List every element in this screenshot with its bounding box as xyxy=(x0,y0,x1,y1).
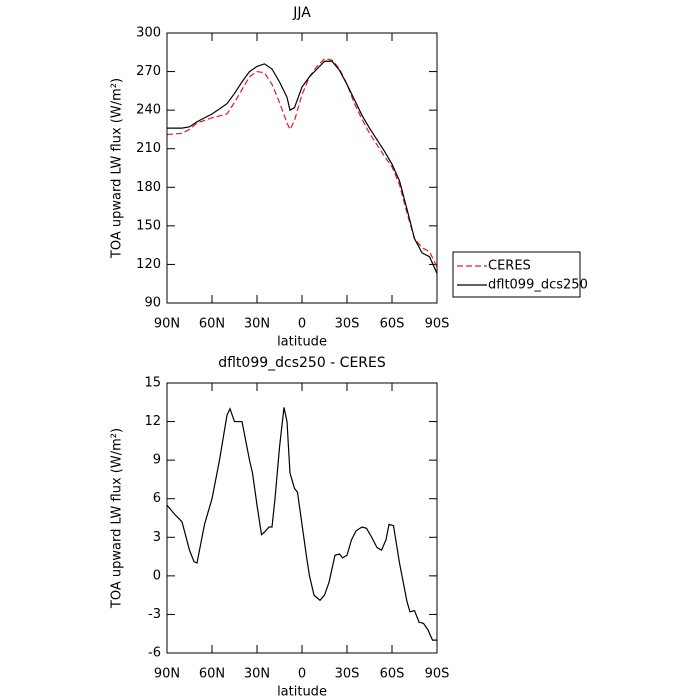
x-tick-label: 90N xyxy=(154,317,180,332)
y-axis-label: TOA upward LW flux (W/m²) xyxy=(110,78,125,259)
y-tick-label: 15 xyxy=(144,376,161,391)
y-tick-label: 300 xyxy=(136,26,161,41)
y-tick-label: 9 xyxy=(153,453,161,468)
y-tick-label: 210 xyxy=(136,141,161,156)
y-tick-label: 150 xyxy=(136,218,161,233)
plot-frame xyxy=(166,382,438,654)
plot-frame xyxy=(166,32,438,304)
y-tick-label: -3 xyxy=(148,607,161,622)
x-axis-label: latitude xyxy=(277,685,327,700)
x-tick-label: 30S xyxy=(335,667,360,682)
y-tick-label: 240 xyxy=(136,103,161,118)
chart-title: dflt099_dcs250 - CERES xyxy=(218,355,386,371)
y-tick-label: -6 xyxy=(148,646,161,661)
line-series xyxy=(166,407,437,641)
chart-title: JJA xyxy=(292,5,311,21)
legend-label: dflt099_dcs250 xyxy=(488,278,588,293)
x-tick-label: 60S xyxy=(380,667,405,682)
x-tick-label: 60N xyxy=(199,317,225,332)
legend-label: CERES xyxy=(488,259,531,274)
x-tick-label: 90S xyxy=(425,317,450,332)
y-tick-label: 270 xyxy=(136,64,161,79)
x-tick-label: 60N xyxy=(199,667,225,682)
x-tick-label: 60S xyxy=(380,317,405,332)
y-tick-label: 3 xyxy=(153,530,161,545)
x-tick-label: 90N xyxy=(154,667,180,682)
x-tick-label: 90S xyxy=(425,667,450,682)
x-axis-label: latitude xyxy=(277,335,327,350)
y-tick-label: 180 xyxy=(136,180,161,195)
y-tick-label: 120 xyxy=(136,257,161,272)
line-series xyxy=(166,58,438,268)
line-series xyxy=(167,60,438,274)
x-tick-label: 30N xyxy=(244,317,270,332)
y-tick-label: 90 xyxy=(144,296,161,311)
y-tick-label: 6 xyxy=(153,491,161,506)
y-tick-label: 0 xyxy=(153,568,161,583)
x-tick-label: 0 xyxy=(298,317,306,332)
x-tick-label: 30N xyxy=(244,667,270,682)
x-tick-label: 30S xyxy=(335,317,360,332)
y-tick-label: 12 xyxy=(144,414,161,429)
y-axis-label: TOA upward LW flux (W/m²) xyxy=(110,428,125,609)
x-tick-label: 0 xyxy=(298,667,306,682)
legend-box xyxy=(452,251,581,298)
